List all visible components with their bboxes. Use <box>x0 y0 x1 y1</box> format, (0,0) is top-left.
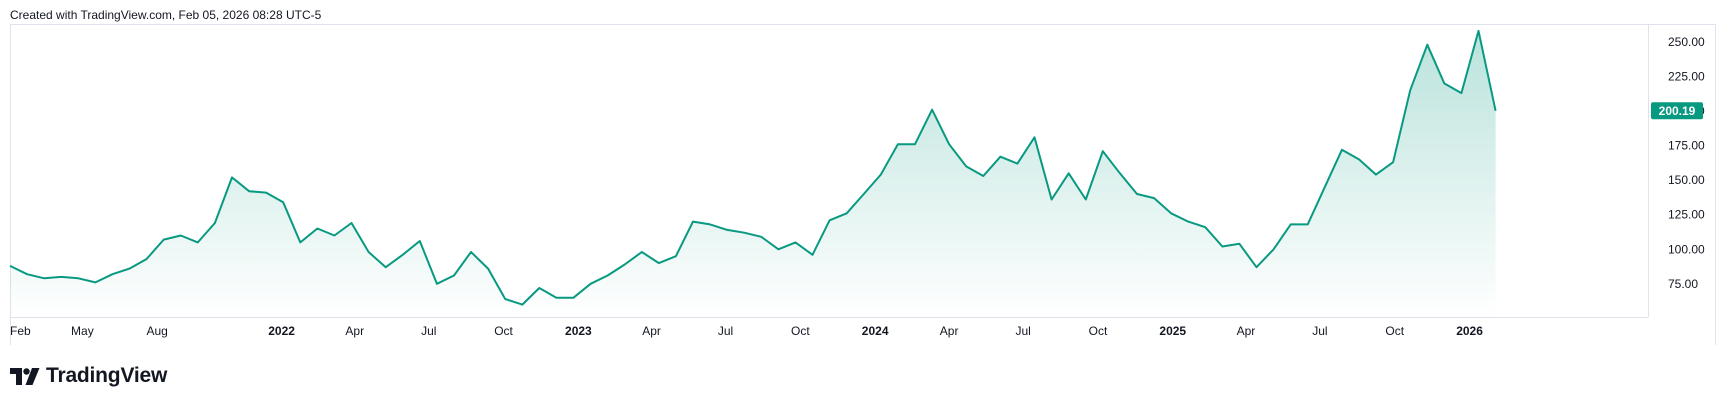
time-tick-label: 2024 <box>862 324 889 338</box>
time-tick-label: Jul <box>718 324 733 338</box>
chart-caption: Created with TradingView.com, Feb 05, 20… <box>10 8 322 22</box>
price-tick-label: 250.00 <box>1668 35 1705 49</box>
time-tick-label: May <box>71 324 94 338</box>
price-tick-label: 75.00 <box>1668 277 1698 291</box>
last-price-label: 200.19 <box>1651 102 1703 120</box>
time-tick-label: Oct <box>1385 324 1404 338</box>
price-tick-label: 150.00 <box>1668 173 1705 187</box>
price-area-fill <box>10 30 1496 318</box>
last-price-label-bg <box>1651 102 1703 120</box>
price-chart[interactable]: 75.00100.00125.00150.00175.00200.00225.0… <box>0 0 1724 345</box>
time-tick-label: Apr <box>1237 324 1256 338</box>
time-tick-label: Apr <box>345 324 364 338</box>
time-tick-label: 2022 <box>268 324 295 338</box>
price-axis[interactable]: 75.00100.00125.00150.00175.00200.00225.0… <box>1668 35 1705 291</box>
time-tick-label: Oct <box>494 324 513 338</box>
price-tick-label: 175.00 <box>1668 139 1705 153</box>
price-tick-label: 225.00 <box>1668 70 1705 84</box>
tradingview-branding[interactable]: TradingView <box>10 364 167 388</box>
price-tick-label: 100.00 <box>1668 242 1705 256</box>
price-line <box>9 29 1497 306</box>
time-tick-label: 2026 <box>1456 324 1483 338</box>
time-tick-label: Jul <box>421 324 436 338</box>
tradingview-logo-icon <box>10 367 40 385</box>
time-tick-label: 2025 <box>1159 324 1186 338</box>
time-tick-label: 2023 <box>565 324 592 338</box>
last-price-label-text: 200.19 <box>1659 104 1696 118</box>
time-axis[interactable]: Feb May Aug 2022 Apr Jul Oct 2023 Apr Jul Oct 2024 A… <box>10 324 1483 338</box>
time-tick-label: Oct <box>1089 324 1108 338</box>
time-tick-label: Apr <box>642 324 661 338</box>
time-tick-label: Oct <box>791 324 810 338</box>
price-tick-label: 125.00 <box>1668 208 1705 222</box>
time-tick-label: Apr <box>940 324 959 338</box>
time-tick-label: Jul <box>1312 324 1327 338</box>
time-tick-label: Aug <box>146 324 167 338</box>
brand-name: TradingView <box>46 364 168 387</box>
chart-frame <box>10 24 1716 345</box>
time-tick-label: Feb <box>10 324 31 338</box>
time-tick-label: Jul <box>1015 324 1030 338</box>
